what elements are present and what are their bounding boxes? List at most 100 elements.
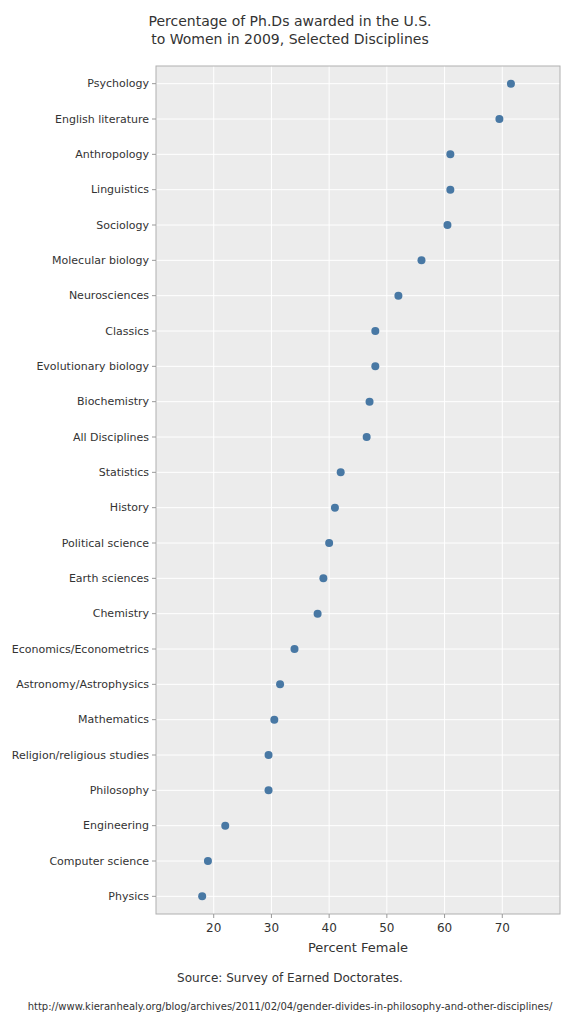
tick-mark <box>152 225 156 226</box>
dot <box>443 221 451 229</box>
tick-label: Biochemistry <box>77 395 149 408</box>
grid-line <box>156 437 560 438</box>
tick-mark <box>152 755 156 756</box>
dot <box>204 857 212 865</box>
dot <box>221 822 229 830</box>
tick-mark <box>152 649 156 650</box>
y-axis: Psychology English literature Anthropology… <box>12 77 156 903</box>
tick-label: 50 <box>379 921 394 935</box>
grid-line <box>156 755 560 756</box>
tick-label: Psychology <box>87 77 149 90</box>
grid-line <box>156 896 560 897</box>
dot <box>270 716 278 724</box>
grid-line <box>444 66 445 914</box>
tick-mark <box>152 366 156 367</box>
grid-line <box>156 83 560 84</box>
grid-line <box>156 225 560 226</box>
tick-mark <box>152 543 156 544</box>
grid-line <box>156 401 560 402</box>
grid-line <box>156 649 560 650</box>
plot-frame <box>156 66 560 914</box>
tick-label: 70 <box>495 921 510 935</box>
tick-mark <box>152 260 156 261</box>
grid-line <box>156 790 560 791</box>
dot <box>265 751 273 759</box>
grid-line <box>271 66 272 914</box>
dot <box>319 574 327 582</box>
tick-label: Political science <box>62 537 149 550</box>
tick-label: 30 <box>264 921 279 935</box>
dot <box>314 610 322 618</box>
chart: Percentage of Ph.Ds awarded in the U.S.t… <box>0 0 580 1024</box>
tick-label: 60 <box>437 921 452 935</box>
tick-label: English literature <box>55 113 149 126</box>
tick-label: Sociology <box>96 219 149 232</box>
tick-mark <box>152 154 156 155</box>
tick-mark <box>502 914 503 918</box>
grid-line <box>156 260 560 261</box>
dot <box>446 150 454 158</box>
dot <box>371 362 379 370</box>
grid-line <box>156 684 560 685</box>
tick-mark <box>152 790 156 791</box>
annotation: http://www.kieranhealy.org/blog/archives… <box>28 1001 553 1012</box>
tick-mark <box>152 119 156 120</box>
dot <box>331 504 339 512</box>
tick-mark <box>152 825 156 826</box>
dot <box>417 256 425 264</box>
tick-label: Engineering <box>83 819 149 832</box>
annotation: Source: Survey of Earned Doctorates. <box>177 971 403 985</box>
dot <box>276 680 284 688</box>
tick-label: Earth sciences <box>69 572 149 585</box>
tick-mark <box>444 914 445 918</box>
dots <box>198 80 515 901</box>
dot <box>446 186 454 194</box>
dot <box>291 645 299 653</box>
dot <box>325 539 333 547</box>
grid-line <box>156 154 560 155</box>
tick-mark <box>152 83 156 84</box>
tick-mark <box>329 914 330 918</box>
dot <box>265 786 273 794</box>
grid <box>156 66 560 914</box>
grid-line <box>156 472 560 473</box>
tick-label: Neurosciences <box>69 289 149 302</box>
grid-line <box>386 66 387 914</box>
tick-label: Physics <box>108 890 149 903</box>
dot <box>495 115 503 123</box>
title: Percentage of Ph.Ds awarded in the U.S.t… <box>148 13 431 47</box>
tick-mark <box>152 684 156 685</box>
plot-background <box>156 66 560 914</box>
grid-line <box>156 719 560 720</box>
tick-label: Mathematics <box>78 713 149 726</box>
dot <box>371 327 379 335</box>
tick-mark <box>271 914 272 918</box>
grid-line <box>502 66 503 914</box>
tick-label: Anthropology <box>75 148 149 161</box>
tick-mark <box>152 189 156 190</box>
tick-label: Philosophy <box>90 784 150 797</box>
dot <box>366 398 374 406</box>
tick-mark <box>152 472 156 473</box>
tick-label: Economics/Econometrics <box>12 643 150 656</box>
tick-mark <box>152 331 156 332</box>
tick-label: Chemistry <box>93 607 150 620</box>
tick-mark <box>152 719 156 720</box>
tick-label: 20 <box>206 921 221 935</box>
tick-label: Religion/religious studies <box>12 749 149 762</box>
grid-line <box>156 613 560 614</box>
tick-mark <box>213 914 214 918</box>
grid-line <box>156 366 560 367</box>
x-axis: 20 30 40 50 60 70 <box>206 914 510 935</box>
tick-mark <box>152 507 156 508</box>
dot <box>394 292 402 300</box>
tick-label: Statistics <box>99 466 150 479</box>
tick-label: 40 <box>322 921 337 935</box>
grid-line <box>213 66 214 914</box>
grid-line <box>156 543 560 544</box>
tick-mark <box>386 914 387 918</box>
tick-mark <box>152 861 156 862</box>
tick-label: Linguistics <box>91 183 149 196</box>
tick-mark <box>152 401 156 402</box>
grid-line <box>156 331 560 332</box>
